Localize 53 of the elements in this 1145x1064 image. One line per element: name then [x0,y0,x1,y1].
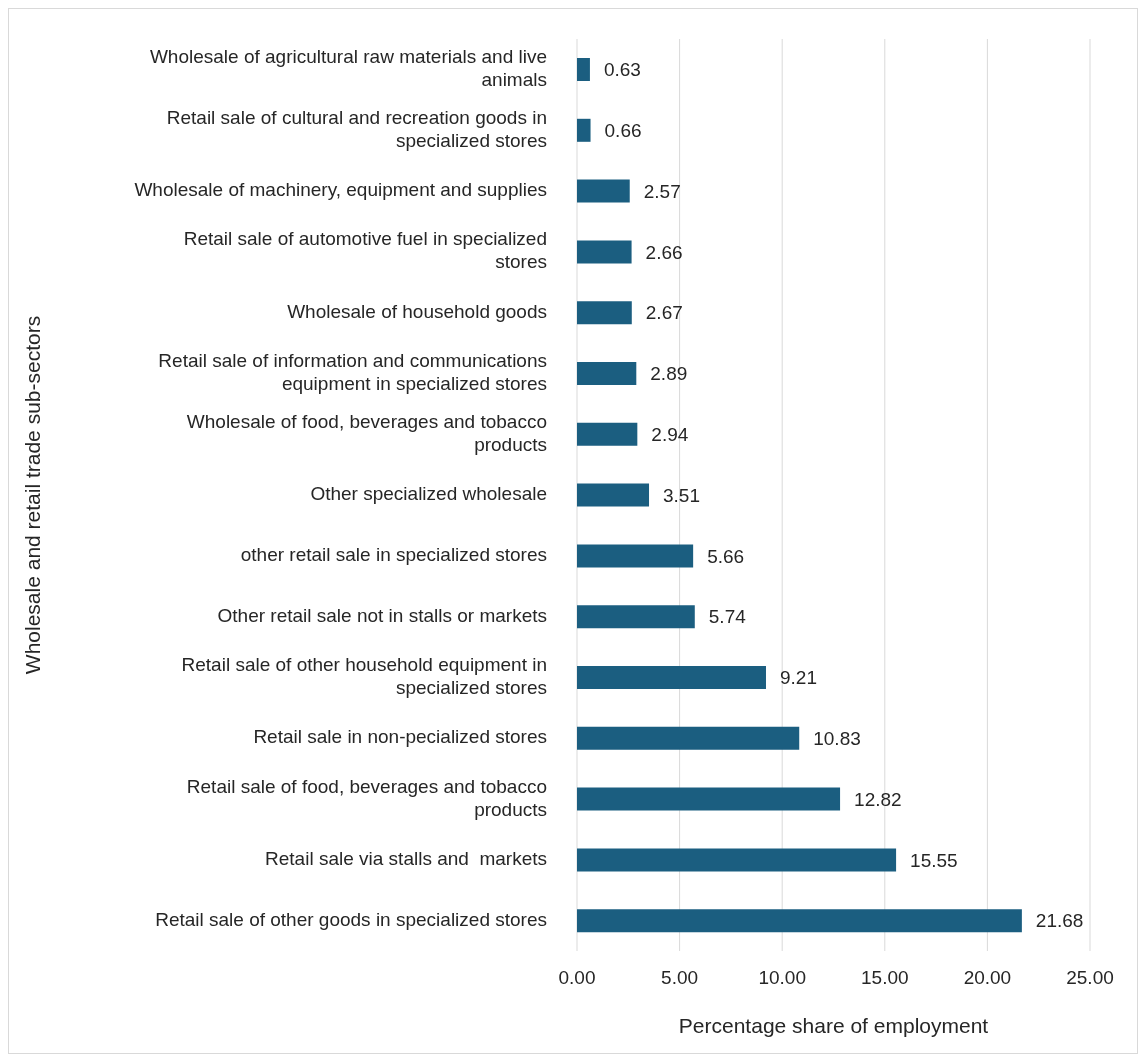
y-tick-label: Retail sale of food, beverages and tobacco products [186,775,547,820]
y-tick-label: Retail sale of other goods in specialized stores [155,908,547,930]
data-label: 2.67 [645,302,683,324]
y-tick-label: Retail sale via stalls and markets [265,847,547,869]
x-tick-label: 10.00 [758,967,806,989]
data-label: 9.21 [779,667,817,689]
data-label: 0.63 [603,59,641,81]
x-tick-label: 25.00 [1066,967,1114,989]
y-tick-label: Retail sale of information and communications equipment in specialized stores [158,349,547,394]
data-label: 3.51 [663,484,701,506]
y-tick-label: Retail sale of cultural and recreation goods in specialized stores [166,106,547,151]
bar [577,848,897,872]
bar [577,301,632,325]
y-tick-label: Other specialized wholesale [310,483,547,505]
bar [577,909,1022,933]
bar [577,605,695,629]
bar [577,240,632,264]
y-tick-label: Wholesale of food, beverages and tobacco products [186,410,547,455]
bar [577,787,841,811]
data-label: 21.68 [1035,910,1084,932]
data-label: 12.82 [854,788,902,810]
bar [577,726,800,750]
x-tick-label: 0.00 [558,967,596,989]
data-label: 2.57 [643,180,681,202]
y-tick-label: Retail sale in non-pecialized stores [253,726,547,748]
bar [577,422,638,446]
bar [577,666,766,689]
y-tick-label: Wholesale of machinery, equipment and supplies [134,179,547,201]
y-tick-label: Other retail sale not in stalls or markets [217,604,547,626]
x-tick-label: 20.00 [963,967,1012,989]
x-tick-label: 5.00 [661,967,699,989]
data-label: 2.66 [645,241,683,263]
x-axis-title: Percentage share of employment [678,1014,989,1037]
bar [577,118,591,142]
x-tick-label: 15.00 [861,967,909,989]
y-tick-label: Retail sale of other household equipment in specialized stores [181,653,547,698]
bar [577,58,590,81]
data-label: 2.89 [650,363,688,385]
bar [577,544,694,568]
y-axis-title: Wholesale and retail trade sub-sectors [21,315,45,675]
data-label: 5.66 [707,545,745,567]
y-tick-label: Wholesale of household goods [287,300,547,322]
y-tick-label: other retail sale in specialized stores [240,543,547,565]
data-label: 15.55 [910,849,958,871]
data-label: 5.74 [708,606,747,628]
y-tick-label: Retail sale of automotive fuel in specialized stores [183,228,547,273]
bar [577,483,650,507]
y-tick-label: Wholesale of agricultural raw materials and live animals [149,45,547,90]
data-label: 0.66 [604,120,642,142]
bar [577,179,630,203]
data-label: 10.83 [813,728,861,750]
bar [577,362,637,385]
data-label: 2.94 [651,424,689,446]
